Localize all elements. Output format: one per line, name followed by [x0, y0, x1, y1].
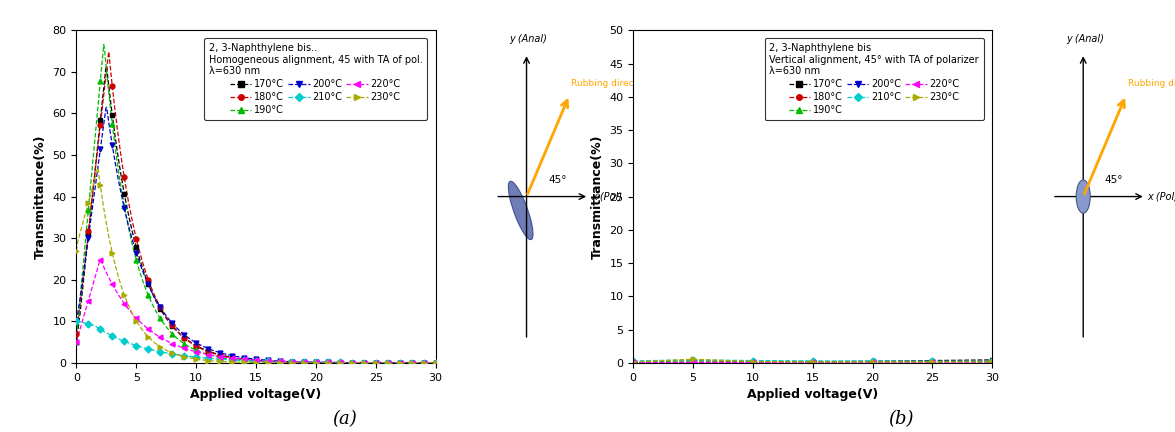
X-axis label: Applied voltage(V): Applied voltage(V) — [190, 388, 322, 401]
Text: (b): (b) — [888, 410, 914, 428]
Legend: 170°C, 180°C, 190°C, 200°C, 210°C, 220°C, 230°C: 170°C, 180°C, 190°C, 200°C, 210°C, 220°C… — [765, 38, 983, 120]
Text: x (Pol): x (Pol) — [591, 191, 622, 202]
Y-axis label: Transmittance(%): Transmittance(%) — [591, 134, 604, 259]
Text: Rubbing direction: Rubbing direction — [1128, 79, 1175, 88]
Ellipse shape — [509, 181, 533, 240]
Legend: 170°C, 180°C, 190°C, 200°C, 210°C, 220°C, 230°C: 170°C, 180°C, 190°C, 200°C, 210°C, 220°C… — [203, 38, 428, 120]
Text: Rubbing direction: Rubbing direction — [571, 79, 652, 88]
X-axis label: Applied voltage(V): Applied voltage(V) — [747, 388, 878, 401]
Text: y (Anal): y (Anal) — [510, 34, 548, 44]
Text: 45°: 45° — [548, 175, 566, 185]
Text: y (Anal): y (Anal) — [1066, 34, 1104, 44]
Text: 45°: 45° — [1104, 175, 1123, 185]
Text: x (Pol): x (Pol) — [1148, 191, 1175, 202]
Y-axis label: Transmittance(%): Transmittance(%) — [34, 134, 47, 259]
Circle shape — [1076, 180, 1090, 213]
Text: (a): (a) — [333, 410, 357, 428]
